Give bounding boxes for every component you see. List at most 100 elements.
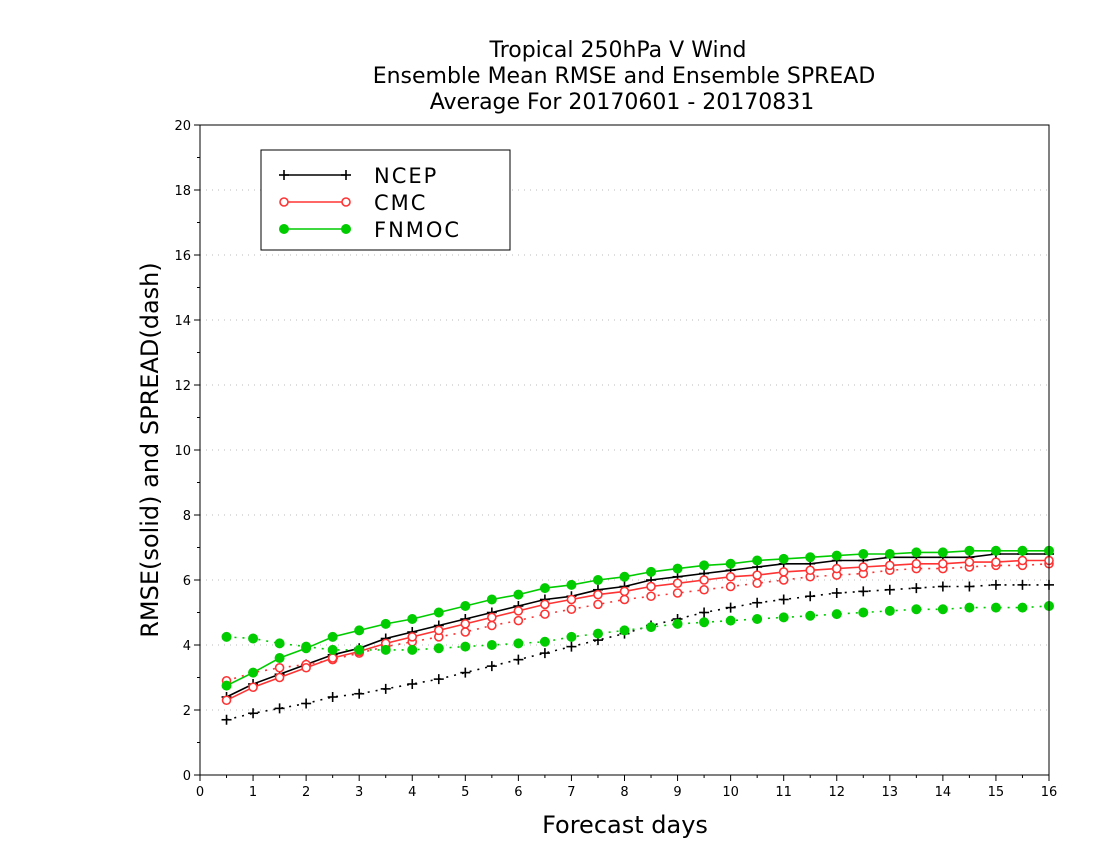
cmc-rmse-point — [805, 565, 816, 576]
y-tick-label: 20 — [174, 119, 191, 134]
ncep-spread-point — [380, 683, 391, 694]
cmc-rmse-point — [725, 571, 736, 582]
x-tick-label: 1 — [249, 785, 257, 800]
cmc-rmse-point — [991, 557, 1001, 567]
chart-title-line-1: Tropical 250hPa V Wind — [488, 38, 746, 63]
fnmoc-rmse-point — [566, 579, 577, 590]
cmc-spread-point — [487, 620, 497, 631]
fnmoc-rmse-point — [433, 607, 444, 618]
legend-label-ncep: NCEP — [374, 164, 438, 188]
legend-marker-fnmoc — [341, 224, 351, 234]
y-tick-label: 8 — [183, 509, 191, 524]
x-tick-label: 15 — [988, 785, 1005, 800]
x-axis-ticks: 0 1 2 3 4 5 6 7 8 9 10 11 12 13 14 15 16 — [196, 775, 1057, 800]
fnmoc-rmse-point — [1017, 545, 1028, 556]
cmc-spread-point — [672, 588, 683, 598]
cmc-rmse-point — [513, 606, 524, 616]
ncep-spread-point — [858, 586, 869, 597]
legend-entry-ncep: NCEP — [279, 164, 438, 188]
cmc-rmse-point — [911, 558, 922, 569]
y-axis-ticks: 0 2 4 6 8 10 12 14 16 18 20 — [174, 119, 200, 784]
legend-marker-ncep — [279, 170, 289, 180]
ncep-spread-point — [699, 607, 710, 618]
legend-marker-cmc — [341, 197, 351, 207]
fnmoc-rmse-point — [539, 583, 550, 594]
fnmoc-spread-point — [752, 614, 763, 624]
ncep-spread-point — [725, 602, 736, 613]
fnmoc-rmse-point — [513, 589, 524, 600]
cmc-spread-point — [593, 599, 603, 610]
cmc-spread-point — [619, 594, 630, 605]
fnmoc-spread-point — [221, 631, 232, 642]
x-tick-label: 11 — [775, 785, 792, 800]
data-series — [221, 545, 1054, 725]
cmc-rmse-point — [540, 599, 550, 610]
cmc-rmse-point — [699, 575, 709, 585]
fnmoc-spread-point — [539, 636, 550, 647]
fnmoc-spread-point — [646, 622, 657, 633]
x-tick-label: 2 — [302, 785, 310, 800]
ncep-spread-point — [805, 591, 816, 602]
legend-marker-ncep — [341, 170, 351, 180]
fnmoc-rmse-point — [592, 575, 603, 585]
fnmoc-rmse-point — [486, 594, 497, 605]
cmc-rmse-point — [938, 558, 948, 569]
fnmoc-rmse-point — [327, 631, 338, 642]
fnmoc-spread-point — [274, 638, 285, 649]
cmc-rmse-point — [301, 662, 311, 673]
ncep-spread-point — [327, 692, 338, 702]
cmc-rmse-point — [831, 563, 842, 574]
fnmoc-rmse-point — [619, 571, 630, 582]
fnmoc-rmse-point — [460, 601, 471, 611]
x-tick-label: 4 — [408, 785, 416, 800]
fnmoc-rmse-point — [248, 667, 259, 678]
fnmoc-rmse-point — [274, 653, 285, 663]
fnmoc-spread-point — [248, 633, 259, 644]
ncep-spread-point — [539, 648, 550, 659]
y-tick-label: 12 — [174, 379, 191, 394]
ncep-spread-point — [964, 581, 975, 592]
fnmoc-rmse-point — [725, 558, 736, 569]
ncep-spread-point — [884, 584, 895, 595]
fnmoc-rmse-point — [884, 549, 895, 559]
ncep-spread-point — [221, 714, 232, 725]
fnmoc-spread-point — [1017, 602, 1028, 613]
ncep-spread-point — [990, 579, 1001, 590]
chart-title-line-3: Average For 20170601 - 20170831 — [430, 90, 815, 115]
cmc-rmse-point — [752, 570, 762, 580]
ncep-spread-point — [778, 594, 789, 605]
x-tick-label: 13 — [882, 785, 899, 800]
fnmoc-rmse-point — [407, 614, 418, 624]
fnmoc-spread-point — [699, 617, 710, 628]
cmc-rmse-point — [460, 619, 471, 629]
ncep-spread-point — [433, 674, 444, 685]
ncep-spread-point — [911, 583, 922, 594]
fnmoc-spread-point — [778, 612, 789, 623]
fnmoc-spread-point — [433, 643, 444, 654]
cmc-spread-point — [752, 578, 762, 589]
y-tick-label: 6 — [183, 574, 191, 589]
fnmoc-rmse-point — [380, 618, 391, 629]
fnmoc-rmse-point — [646, 566, 657, 577]
cmc-spread-point — [725, 581, 736, 592]
cmc-rmse-point — [858, 562, 869, 572]
y-tick-label: 16 — [174, 249, 191, 264]
y-tick-label: 4 — [183, 639, 191, 654]
cmc-rmse-point — [248, 682, 258, 693]
fnmoc-spread-point — [619, 625, 630, 636]
x-tick-label: 7 — [567, 785, 575, 800]
cmc-spread-point — [274, 662, 285, 673]
y-tick-label: 2 — [183, 704, 191, 719]
cmc-rmse-point — [1017, 555, 1028, 566]
fnmoc-rmse-point — [778, 553, 789, 564]
x-tick-label: 8 — [620, 785, 628, 800]
legend-label-cmc: CMC — [374, 191, 427, 215]
cmc-rmse-point — [221, 695, 232, 706]
fnmoc-rmse-point — [699, 560, 710, 571]
fnmoc-rmse-point — [990, 545, 1001, 556]
fnmoc-spread-point — [725, 615, 736, 626]
fnmoc-spread-point — [937, 604, 948, 615]
ncep-spread-point — [248, 708, 259, 719]
fnmoc-spread-point — [672, 618, 683, 629]
